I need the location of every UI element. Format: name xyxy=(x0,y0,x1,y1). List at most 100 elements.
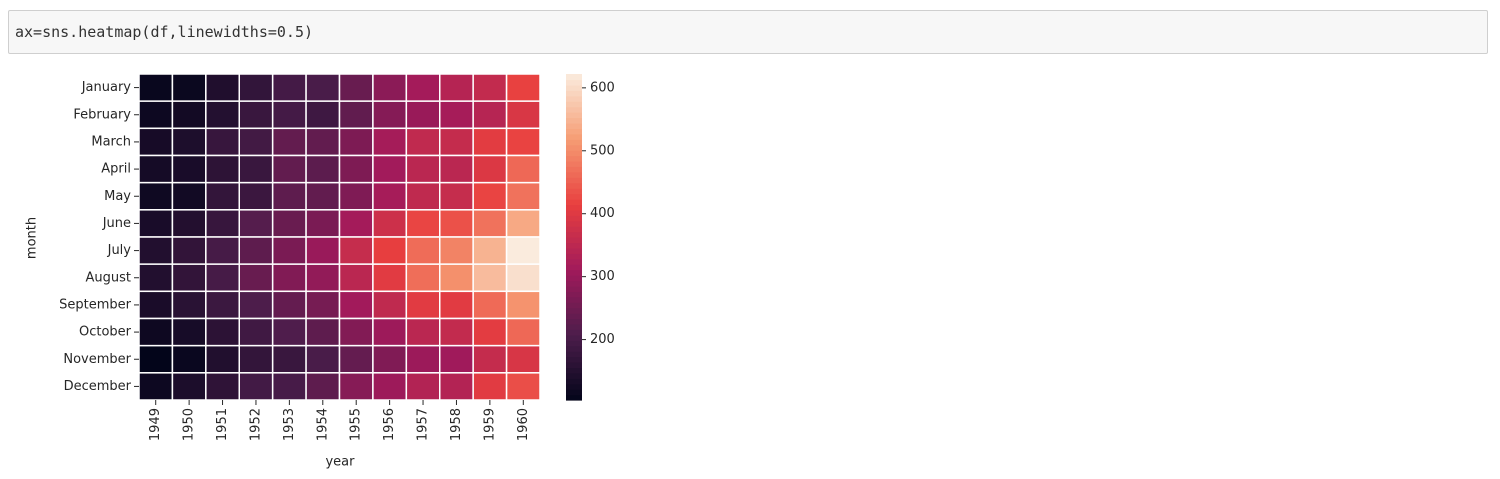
code: ax=sns.heatmap(df,linewidths=0.5) xyxy=(15,23,314,41)
heatmap-cell xyxy=(505,290,541,320)
colorbar-segment xyxy=(566,139,582,146)
colorbar-segment xyxy=(566,215,582,222)
heatmap-cell xyxy=(439,317,474,347)
x-tick-label: 1959 xyxy=(482,408,497,441)
heatmap-cell xyxy=(271,263,307,293)
colorbar-segment xyxy=(566,150,582,157)
x-tick-label: 1956 xyxy=(382,408,397,441)
colorbar-tick-label: 300 xyxy=(590,269,615,284)
heatmap-cell xyxy=(238,100,274,130)
colorbar-segment xyxy=(566,128,582,135)
heatmap-cell xyxy=(472,154,508,184)
heatmap-cell xyxy=(171,317,207,347)
x-tick-label: 1957 xyxy=(416,408,431,441)
heatmap-cell xyxy=(372,127,408,157)
heatmap-cell xyxy=(472,290,508,320)
heatmap-cell xyxy=(305,181,341,211)
heatmap-cell xyxy=(205,317,240,347)
heatmap-cell xyxy=(338,317,374,347)
colorbar-segment xyxy=(566,383,582,390)
heatmap-cell xyxy=(372,344,408,374)
y-tick-label: April xyxy=(101,162,131,177)
heatmap-cell xyxy=(439,181,474,211)
colorbar-segment xyxy=(566,171,582,178)
heatmap-cell xyxy=(505,209,541,238)
heatmap-cell xyxy=(305,372,341,401)
heatmap-cell xyxy=(505,263,541,293)
heatmap-cell xyxy=(338,236,374,265)
colorbar-segment xyxy=(566,302,582,309)
heatmap-cell xyxy=(205,127,240,157)
heatmap-cell xyxy=(305,344,341,374)
heatmap-cell xyxy=(472,236,508,265)
colorbar-segment xyxy=(566,291,582,298)
heatmap-cell xyxy=(271,181,307,211)
colorbar-segment xyxy=(566,361,582,368)
heatmap-cell xyxy=(305,73,341,102)
heatmap-cell xyxy=(505,344,541,374)
colorbar-segment xyxy=(566,112,582,119)
colorbar-segment xyxy=(566,242,582,249)
colorbar-segment xyxy=(566,367,582,374)
x-tick-label: 1949 xyxy=(148,408,163,441)
y-tick-label: August xyxy=(86,270,132,285)
heatmap-cell xyxy=(171,372,207,401)
colorbar-tick-label: 600 xyxy=(590,80,615,95)
heatmap-cell xyxy=(171,236,207,265)
y-tick-label: March xyxy=(91,134,131,149)
heatmap-cell xyxy=(372,317,408,347)
heatmap-cell xyxy=(205,263,240,293)
colorbar-segment xyxy=(566,166,582,173)
heatmap-cell xyxy=(338,344,374,374)
heatmap-cell xyxy=(439,290,474,320)
heatmap-cell xyxy=(472,263,508,293)
colorbar-segment xyxy=(566,356,582,363)
colorbar-segment xyxy=(566,351,582,358)
colorbar-segment xyxy=(566,247,582,254)
heatmap-cell xyxy=(305,209,341,238)
y-tick-label: May xyxy=(104,189,131,204)
y-tick-label: November xyxy=(63,352,131,367)
heatmap-cell xyxy=(205,181,240,211)
heatmap-cell xyxy=(238,263,274,293)
heatmap-cell xyxy=(338,263,374,293)
heatmap-cell xyxy=(439,100,474,130)
y-tick-label: December xyxy=(64,379,132,394)
heatmap-cell xyxy=(338,181,374,211)
colorbar-tick-label: 500 xyxy=(590,143,615,158)
heatmap-cell xyxy=(439,344,474,374)
colorbar-segment xyxy=(566,334,582,341)
heatmap-cell xyxy=(405,181,441,211)
heatmap-cell xyxy=(472,344,508,374)
heatmap-cell xyxy=(271,127,307,157)
heatmap-cell xyxy=(405,263,441,293)
heatmap-cell xyxy=(505,372,541,401)
heatmap-cell xyxy=(271,372,307,401)
colorbar-segment xyxy=(566,90,582,97)
colorbar-segment xyxy=(566,101,582,108)
heatmap-cell xyxy=(238,209,274,238)
x-tick-label: 1960 xyxy=(516,408,531,441)
heatmap-cell xyxy=(439,209,474,238)
colorbar-segment xyxy=(566,237,582,244)
colorbar-segment xyxy=(566,133,582,140)
code-cell[interactable]: ax=sns.heatmap(df,linewidths=0.5) xyxy=(8,10,1488,54)
heatmap-cell xyxy=(205,236,240,265)
heatmap-cell xyxy=(305,263,341,293)
heatmap-cell xyxy=(238,181,274,211)
heatmap-cell xyxy=(405,127,441,157)
colorbar-segment xyxy=(566,160,582,167)
heatmap-cell xyxy=(238,154,274,184)
heatmap-cell xyxy=(171,290,207,320)
colorbar-segment xyxy=(566,231,582,238)
colorbar-segment xyxy=(566,285,582,292)
heatmap-cell xyxy=(138,317,174,347)
heatmap-cell xyxy=(271,290,307,320)
heatmap-cell xyxy=(171,181,207,211)
heatmap-cell xyxy=(405,100,441,130)
heatmap-cell xyxy=(372,263,408,293)
heatmap-cell xyxy=(171,344,207,374)
heatmap-cell xyxy=(405,372,441,401)
heatmap-cell xyxy=(171,154,207,184)
